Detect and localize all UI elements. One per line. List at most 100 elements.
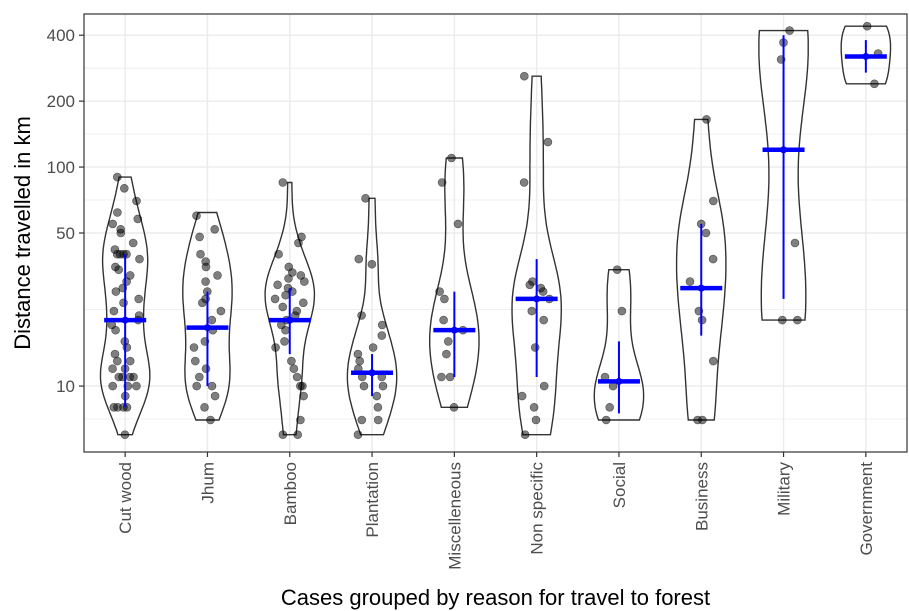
data-point-0-26	[134, 294, 143, 304]
data-point-3-1	[357, 415, 367, 425]
y-tick-label-0: 10	[56, 377, 75, 396]
data-point-0-7	[132, 381, 141, 391]
data-point-7-6	[708, 254, 718, 264]
data-point-3-0	[353, 430, 363, 440]
data-point-2-27	[284, 262, 294, 272]
data-point-7-2	[708, 356, 718, 366]
data-point-0-17	[110, 349, 120, 359]
data-point-5-6	[539, 315, 549, 325]
x-axis-title: Cases grouped by reason for travel to fo…	[281, 585, 710, 610]
x-axis-ticks: Cut wood Jhum Bamboo Plantation Miscelleneou…	[116, 452, 876, 570]
mean-markers	[104, 35, 887, 414]
data-point-2-18	[270, 294, 280, 304]
data-point-2-8	[287, 356, 296, 366]
data-point-1-17	[213, 271, 222, 280]
data-point-1-0	[206, 415, 215, 425]
data-point-1-7	[191, 356, 200, 366]
data-point-1-20	[196, 249, 205, 259]
data-point-4-6	[439, 315, 448, 325]
violins	[99, 25, 892, 436]
data-point-0-13	[108, 364, 117, 374]
x-tick-label-6: Social	[610, 462, 629, 508]
x-tick-label-2: Bamboo	[281, 462, 300, 525]
data-point-1-3	[207, 381, 217, 391]
mean-point-9	[862, 52, 870, 60]
data-point-4-1	[437, 372, 446, 382]
data-point-0-38	[110, 245, 120, 254]
x-tick-label-9: Government	[857, 462, 876, 556]
y-axis-ticks: 10 50 100 200 400	[47, 26, 84, 396]
data-point-4-11	[447, 153, 456, 163]
data-point-0-42	[108, 219, 117, 229]
data-point-3-18	[361, 194, 370, 203]
data-point-0-10	[114, 372, 124, 382]
x-tick-label-1: Jhum	[198, 462, 217, 504]
data-point-0-0	[120, 430, 130, 440]
data-point-5-3	[517, 391, 527, 401]
data-point-5-5	[530, 343, 540, 352]
data-point-3-10	[355, 356, 365, 366]
data-point-0-4	[119, 402, 128, 412]
data-point-0-6	[108, 381, 117, 391]
violin-7	[675, 118, 727, 421]
violin-9	[840, 25, 892, 85]
mean-point-4	[450, 326, 458, 334]
data-point-2-2	[296, 415, 305, 425]
data-point-5-15	[519, 71, 529, 81]
data-point-0-12	[125, 372, 135, 382]
data-point-4-2	[445, 372, 455, 382]
data-point-6-5	[612, 265, 622, 275]
data-point-0-30	[125, 271, 135, 280]
data-point-5-1	[531, 415, 541, 425]
data-point-2-30	[297, 232, 306, 242]
data-point-4-3	[442, 349, 451, 359]
data-point-5-7	[527, 306, 537, 316]
data-point-1-11	[207, 315, 217, 325]
data-point-2-1	[293, 430, 303, 440]
data-point-8-1	[793, 315, 802, 325]
y-tick-label-1: 50	[56, 224, 75, 243]
mean-point-8	[780, 146, 788, 154]
data-point-7-7	[701, 228, 711, 238]
mean-point-0	[121, 316, 129, 324]
data-point-0-46	[120, 184, 129, 193]
data-point-9-0	[870, 79, 879, 89]
data-point-5-12	[528, 277, 537, 286]
data-point-2-17	[298, 298, 308, 308]
y-tick-label-4: 400	[47, 26, 75, 45]
data-point-4-4	[443, 337, 453, 346]
data-point-4-10	[437, 178, 447, 187]
data-point-5-4	[539, 381, 549, 391]
data-point-0-43	[133, 214, 143, 224]
data-point-3-14	[377, 320, 387, 330]
data-point-5-14	[543, 137, 553, 147]
data-point-5-13	[519, 178, 529, 187]
data-point-5-2	[529, 402, 539, 412]
mean-point-2	[286, 316, 294, 324]
data-point-5-10	[536, 283, 546, 293]
data-point-0-33	[135, 254, 144, 264]
data-point-4-7	[440, 294, 449, 304]
x-tick-label-0: Cut wood	[116, 462, 135, 534]
data-point-3-13	[377, 331, 387, 340]
data-point-3-15	[357, 311, 366, 320]
data-point-3-16	[367, 259, 377, 269]
data-point-3-2	[373, 415, 383, 425]
data-point-1-2	[210, 391, 220, 401]
data-point-2-7	[289, 364, 299, 374]
data-point-2-15	[292, 306, 302, 316]
data-point-2-0	[278, 430, 288, 440]
data-point-2-21	[283, 283, 293, 293]
data-point-1-8	[189, 343, 199, 352]
data-point-2-22	[273, 280, 282, 290]
data-point-1-1	[200, 402, 209, 412]
data-point-1-22	[210, 225, 219, 234]
data-point-0-27	[111, 287, 121, 296]
x-tick-label-3: Plantation	[363, 462, 382, 538]
data-point-2-3	[299, 391, 308, 401]
data-point-4-9	[453, 219, 463, 229]
data-point-1-12	[216, 306, 226, 316]
data-point-1-4	[192, 381, 201, 391]
x-tick-label-8: Military	[775, 462, 794, 516]
